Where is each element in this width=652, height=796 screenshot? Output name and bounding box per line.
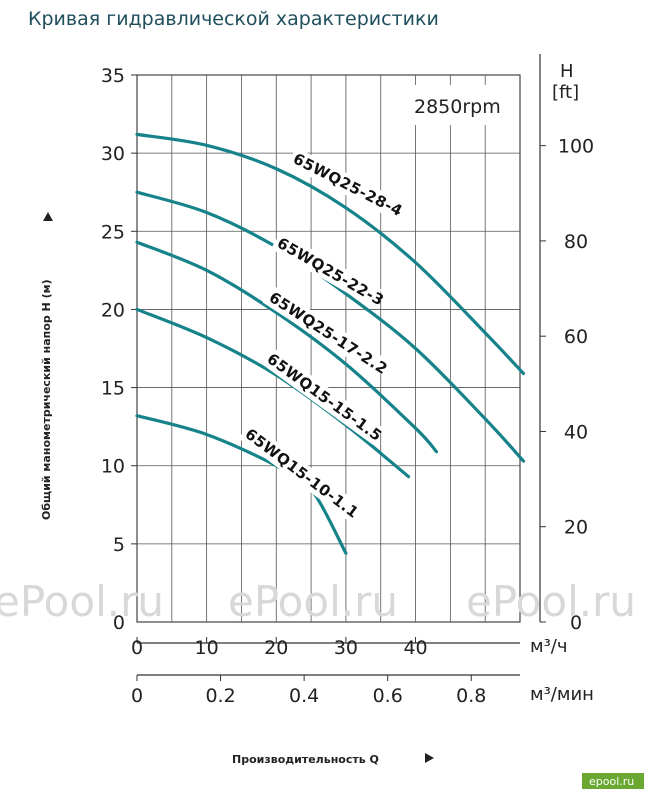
y-left-tick-label: 0	[113, 612, 125, 634]
y-right-tick-label: 60	[564, 326, 588, 348]
corner-mark: epool.ru	[582, 773, 644, 789]
series-label-bg	[260, 347, 384, 445]
series-line-65WQ25-17-2.2	[135, 240, 439, 454]
y-right-tick-label: 80	[564, 231, 588, 253]
series-line-65WQ25-22-3	[135, 190, 526, 463]
x-m3h-tick-label: 30	[334, 637, 358, 659]
watermark-2: ePool.ru	[228, 577, 398, 626]
plot-frame	[136, 74, 521, 623]
y-left-tick-label: 10	[101, 456, 125, 478]
curves	[135, 132, 526, 555]
x-axis-title: Производительность Q	[232, 753, 379, 766]
y-right-tick-label: 20	[564, 517, 588, 539]
x-m3h-tick-label: 20	[264, 637, 288, 659]
right-axis-label-ft: [ft]	[552, 82, 579, 103]
x-m3min-tick-label: 0.2	[205, 685, 235, 707]
watermark-1: ePool.ru	[0, 577, 164, 626]
series-label-group: 65WQ15-10-1.1	[238, 422, 363, 522]
y-right-tick-label: 0	[570, 612, 582, 634]
series-label-bg	[262, 285, 390, 378]
watermark-3: ePool.ru	[466, 577, 636, 626]
x-unit-m3h: м³/ч	[530, 636, 568, 657]
series-label-bg	[270, 231, 382, 308]
right-axis-label-h: H	[560, 61, 574, 82]
series-line-65WQ25-28-4	[135, 132, 526, 376]
y-left-tick-label: 25	[101, 221, 125, 243]
y-left-tick-label: 35	[101, 65, 125, 87]
rpm-annotation: 2850rpm	[414, 96, 501, 118]
y-axis-title: Общий манометрический напор H (м)	[40, 279, 53, 520]
page-title: Кривая гидравлической характеристики	[28, 8, 439, 30]
x-m3min-tick-label: 0.6	[373, 685, 403, 707]
y-left-tick-label: 15	[101, 378, 125, 400]
series-label: 65WQ15-10-1.1	[242, 425, 363, 522]
x-unit-m3min: м³/мин	[530, 684, 594, 705]
series-label-bg	[287, 147, 401, 219]
y-left-tick-label: 20	[101, 299, 125, 321]
x-axis-arrow-icon	[425, 753, 434, 763]
x-m3h-tick-label: 0	[131, 637, 143, 659]
series-line-65WQ15-15-1.5	[135, 307, 411, 479]
x-m3min-tick-label: 0	[131, 685, 143, 707]
x-m3min-tick-label: 0.8	[456, 685, 486, 707]
x-m3h-tick-label: 10	[195, 637, 219, 659]
y-right-tick-label: 40	[564, 421, 588, 443]
x-m3h-tick-label: 40	[403, 637, 427, 659]
svg-text:epool.ru: epool.ru	[589, 775, 634, 788]
series-label-bg	[238, 422, 361, 522]
grid	[137, 75, 520, 622]
rpm-box	[406, 85, 514, 125]
y-right-tick-label: 100	[558, 136, 594, 158]
x-m3min-tick-label: 0.4	[289, 685, 319, 707]
y-left-tick-label: 30	[101, 143, 125, 165]
y-axis-arrow-icon	[43, 212, 53, 221]
y-left-tick-label: 5	[113, 534, 125, 556]
